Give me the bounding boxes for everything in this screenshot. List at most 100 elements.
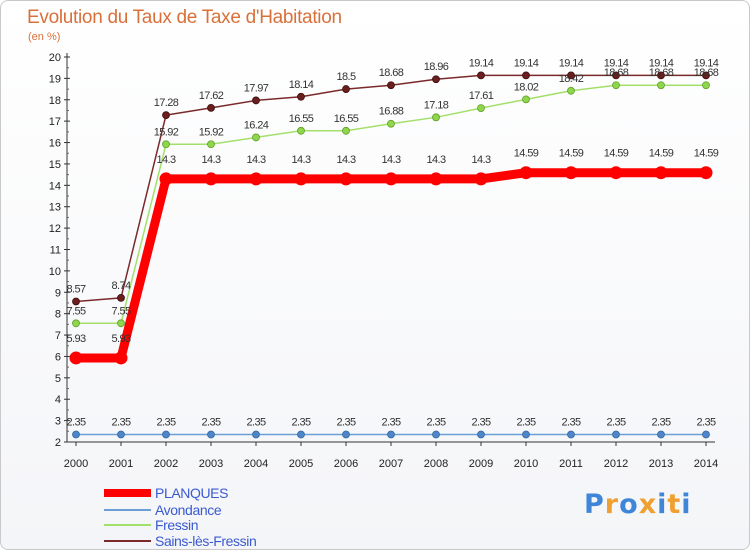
data-label-planques: 14.3 bbox=[291, 154, 310, 166]
data-label-avondance: 2.35 bbox=[336, 417, 355, 429]
data-point-sains-les-fressin bbox=[342, 85, 350, 93]
data-point-planques bbox=[699, 166, 713, 180]
data-point-planques bbox=[69, 351, 83, 365]
series-avondance bbox=[72, 430, 710, 439]
data-label-avondance: 2.35 bbox=[471, 417, 490, 429]
data-point-avondance bbox=[432, 430, 440, 439]
x-tick-label: 2004 bbox=[244, 458, 268, 470]
x-tick-label: 2005 bbox=[289, 458, 313, 470]
data-label-fressin: 18.42 bbox=[559, 73, 584, 85]
data-label-fressin: 16.24 bbox=[244, 119, 269, 131]
data-point-fressin bbox=[117, 319, 125, 328]
data-point-sains-les-fressin bbox=[117, 293, 125, 302]
data-point-fressin bbox=[432, 113, 440, 122]
data-label-avondance: 2.35 bbox=[516, 417, 535, 429]
chart-title: Evolution du Taux de Taxe d'Habitation bbox=[27, 7, 342, 28]
x-tick-label: 2011 bbox=[559, 458, 583, 470]
y-tick-label: 10 bbox=[49, 266, 61, 278]
data-point-avondance bbox=[252, 430, 260, 439]
data-label-planques: 14.3 bbox=[336, 154, 355, 166]
data-label-sains-les-fressin: 19.14 bbox=[649, 57, 674, 69]
data-label-sains-les-fressin: 19.14 bbox=[604, 57, 629, 69]
data-label-avondance: 2.35 bbox=[156, 417, 175, 429]
data-label-sains-les-fressin: 8.57 bbox=[66, 283, 85, 295]
x-tick-label: 2010 bbox=[514, 458, 538, 470]
data-label-fressin: 15.92 bbox=[154, 126, 179, 138]
data-point-avondance bbox=[612, 430, 620, 439]
series-fressin bbox=[72, 81, 710, 328]
y-tick-label: 11 bbox=[50, 245, 61, 257]
brand-letter: r bbox=[604, 489, 620, 520]
data-label-sains-les-fressin: 18.96 bbox=[424, 61, 449, 73]
legend-label-sains-les-fressin: Sains-lès-Fressin bbox=[155, 533, 256, 549]
data-point-sains-les-fressin bbox=[657, 71, 665, 80]
data-label-fressin: 18.68 bbox=[649, 67, 674, 79]
data-point-fressin bbox=[702, 81, 710, 90]
data-label-fressin: 18.68 bbox=[604, 67, 629, 79]
data-label-sains-les-fressin: 18.68 bbox=[379, 67, 404, 79]
brand-logo: Proxiti bbox=[584, 489, 692, 520]
x-tick-label: 2007 bbox=[379, 458, 403, 470]
data-label-fressin: 7.55 bbox=[66, 305, 85, 317]
x-tick-label: 2000 bbox=[64, 458, 88, 470]
data-point-planques bbox=[654, 166, 668, 180]
data-label-avondance: 2.35 bbox=[381, 417, 400, 429]
y-tick-label: 6 bbox=[55, 351, 61, 363]
data-point-fressin bbox=[477, 104, 485, 113]
y-tick-label: 8 bbox=[55, 309, 61, 321]
data-label-planques: 14.3 bbox=[426, 154, 445, 166]
data-label-planques: 5.93 bbox=[111, 333, 130, 345]
data-point-planques bbox=[474, 172, 488, 186]
data-point-fressin bbox=[342, 126, 350, 135]
series-sains-les-fressin bbox=[72, 71, 710, 306]
y-tick-label: 7 bbox=[55, 330, 61, 342]
data-label-planques: 14.3 bbox=[246, 154, 265, 166]
data-point-avondance bbox=[702, 430, 710, 439]
brand-letter: i bbox=[657, 489, 668, 520]
data-point-planques bbox=[339, 172, 353, 186]
data-point-fressin bbox=[72, 319, 80, 328]
data-label-planques: 14.3 bbox=[156, 154, 175, 166]
y-tick-label: 9 bbox=[55, 287, 61, 299]
data-point-avondance bbox=[297, 430, 305, 439]
data-point-sains-les-fressin bbox=[432, 75, 440, 84]
data-point-fressin bbox=[297, 126, 305, 135]
data-label-sains-les-fressin: 19.14 bbox=[694, 57, 719, 69]
data-point-avondance bbox=[522, 430, 530, 439]
data-point-avondance bbox=[207, 430, 215, 439]
data-label-fressin: 17.18 bbox=[424, 99, 449, 111]
data-label-planques: 14.3 bbox=[471, 154, 490, 166]
y-tick-label: 18 bbox=[49, 95, 61, 107]
brand-letter: o bbox=[619, 489, 639, 520]
data-point-sains-les-fressin bbox=[297, 92, 305, 101]
data-point-sains-les-fressin bbox=[612, 71, 620, 80]
data-label-avondance: 2.35 bbox=[201, 417, 220, 429]
data-label-sains-les-fressin: 18.5 bbox=[336, 71, 355, 83]
data-point-planques bbox=[159, 172, 173, 186]
data-label-fressin: 7.55 bbox=[111, 305, 130, 317]
data-label-avondance: 2.35 bbox=[561, 417, 580, 429]
data-label-planques: 14.59 bbox=[514, 148, 539, 160]
data-point-fressin bbox=[612, 81, 620, 90]
data-label-sains-les-fressin: 17.97 bbox=[244, 82, 269, 94]
data-point-fressin bbox=[207, 140, 215, 149]
data-point-avondance bbox=[117, 430, 125, 439]
x-tick-label: 2009 bbox=[469, 458, 493, 470]
y-tick-label: 14 bbox=[49, 180, 61, 192]
data-point-planques bbox=[429, 172, 443, 186]
data-point-sains-les-fressin bbox=[522, 71, 530, 80]
data-label-avondance: 2.35 bbox=[696, 417, 715, 429]
data-label-planques: 14.3 bbox=[201, 154, 220, 166]
data-label-avondance: 2.35 bbox=[426, 417, 445, 429]
data-label-sains-les-fressin: 19.14 bbox=[514, 57, 539, 69]
data-label-avondance: 2.35 bbox=[606, 417, 625, 429]
legend-label-planques: PLANQUES bbox=[155, 485, 228, 501]
y-tick-label: 3 bbox=[55, 416, 61, 428]
data-point-fressin bbox=[657, 81, 665, 90]
data-label-planques: 14.59 bbox=[604, 148, 629, 160]
y-tick-label: 20 bbox=[49, 52, 61, 64]
data-point-fressin bbox=[567, 86, 575, 95]
data-point-planques bbox=[564, 166, 578, 180]
data-label-planques: 14.59 bbox=[559, 148, 584, 160]
data-point-planques bbox=[114, 351, 128, 365]
